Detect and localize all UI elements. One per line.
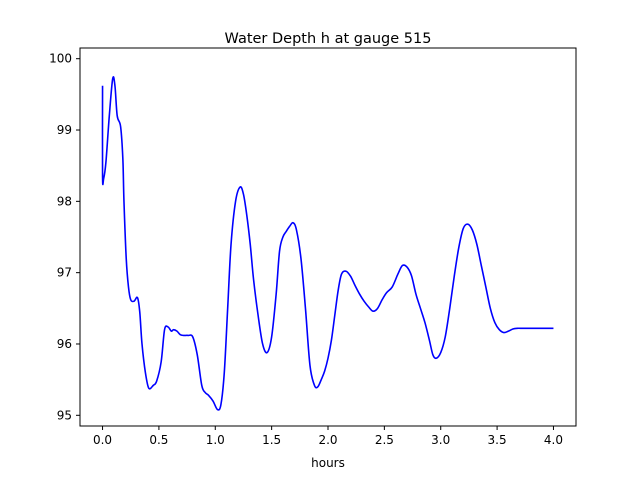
y-tick-label: 95	[57, 408, 72, 422]
x-axis-label: hours	[311, 456, 345, 470]
series-line	[101, 76, 554, 411]
plot-area	[79, 47, 577, 427]
x-tick-label: 0.5	[149, 433, 168, 447]
y-axis-ticks: 95 96 97 98 99 100	[49, 52, 80, 422]
x-tick-label: 0.0	[93, 433, 112, 447]
x-tick-label: 1.0	[206, 433, 225, 447]
y-tick-label: 99	[57, 123, 72, 137]
x-tick-label: 3.0	[431, 433, 450, 447]
x-tick-label: 2.5	[375, 433, 394, 447]
y-tick-label: 98	[57, 194, 72, 208]
chart-title: Water Depth h at gauge 515	[225, 31, 432, 47]
y-tick-label: 100	[49, 52, 72, 66]
y-tick-label: 96	[57, 337, 72, 351]
x-tick-label: 2.0	[318, 433, 337, 447]
y-tick-label: 97	[57, 266, 72, 280]
x-tick-label: 1.5	[262, 433, 281, 447]
x-axis-ticks: 0.0 0.5 1.0 1.5 2.0 2.5 3.0 3.5 4.0	[93, 426, 563, 447]
x-tick-label: 3.5	[488, 433, 507, 447]
x-tick-label: 4.0	[544, 433, 563, 447]
